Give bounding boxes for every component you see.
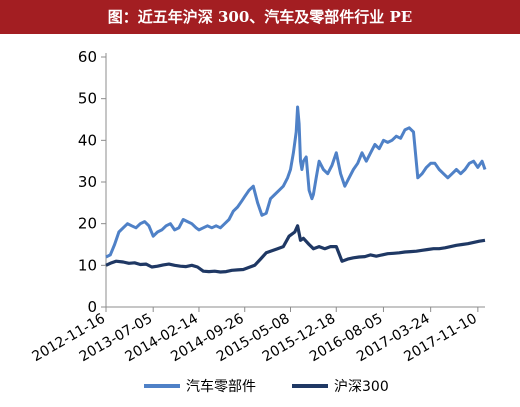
series-line-0 <box>105 105 487 259</box>
axes <box>101 53 485 312</box>
legend: 汽车零部件 沪深300 <box>144 378 389 395</box>
legend-label-0: 汽车零部件 <box>186 378 256 395</box>
y-tick-label: 20 <box>78 215 97 233</box>
y-tick-label: 0 <box>87 298 97 316</box>
y-tick-label: 30 <box>78 173 97 191</box>
chart-title: 图：近五年沪深 300、汽车及零部件行业 PE <box>0 0 520 34</box>
y-tick-label: 50 <box>78 90 97 108</box>
x-tick-labels: 2012-11-162013-07-052014-02-142014-09-26… <box>30 311 480 366</box>
y-tick-label: 60 <box>78 48 97 66</box>
y-tick-label: 40 <box>78 131 97 149</box>
y-tick-label: 10 <box>78 256 97 274</box>
series-line-1 <box>105 224 486 274</box>
legend-label-1: 沪深300 <box>334 379 389 395</box>
series-lines <box>105 105 487 274</box>
y-tick-labels: 0 10 20 30 40 50 60 <box>78 48 97 316</box>
